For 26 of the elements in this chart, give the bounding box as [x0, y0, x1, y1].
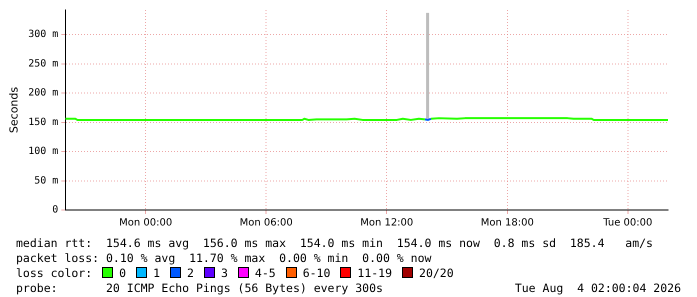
- legend-label: 4-5: [254, 266, 276, 280]
- x-tick-label: Mon 18:00: [480, 218, 534, 229]
- legend-label: 1: [153, 266, 160, 280]
- y-tick-label: 250 m: [28, 58, 58, 70]
- y-tick-label: 100 m: [28, 146, 58, 158]
- y-tick-label: 150 m: [28, 116, 58, 128]
- y-tick-label: 200 m: [28, 88, 58, 99]
- x-tick-label: Tue 00:00: [602, 218, 652, 229]
- legend-label: 0: [119, 266, 126, 280]
- y-tick-label: 0: [52, 204, 58, 216]
- x-tick-label: Mon 00:00: [119, 218, 172, 229]
- legend-label: 11-19: [357, 266, 392, 280]
- y-tick-label: 50 m: [34, 175, 58, 186]
- legend-label: 20/20: [419, 266, 454, 280]
- x-tick-label: Mon 12:00: [360, 218, 414, 229]
- y-axis-title: Seconds: [7, 86, 20, 134]
- text: packet loss: 0.10 % avg 11.70 % max 0.00 % min 0.00 % now: [16, 251, 432, 266]
- legend-label: 2: [187, 266, 194, 280]
- text: Tue Aug 4 02:00:04 2026: [514, 281, 681, 296]
- text: probe: 20 ICMP Echo Pings (56 Bytes) every 300s: [16, 281, 383, 296]
- legend-label: 3: [220, 266, 228, 280]
- text: median rtt: 154.6 ms avg 156.0 ms max 154.0 ms min 154.0 ms now 0.8 ms sd 185.4 am/s: [16, 236, 653, 251]
- legend-label: 6-10: [302, 266, 330, 280]
- y-tick-label: 300 m: [28, 29, 58, 40]
- legend-title: loss color:: [16, 266, 92, 280]
- x-tick-label: Mon 06:00: [240, 218, 293, 229]
